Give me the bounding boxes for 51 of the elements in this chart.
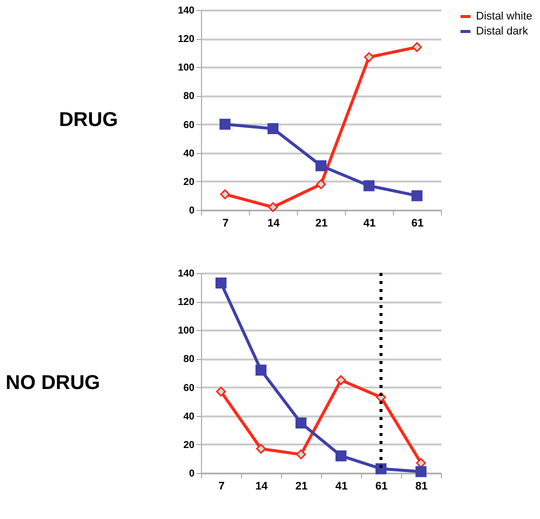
point [336, 375, 346, 386]
x-tick-label: 21 [315, 218, 328, 230]
x-tick-label: 14 [267, 218, 280, 230]
text: DRUG [58, 109, 118, 131]
point [256, 364, 266, 376]
point [216, 386, 226, 397]
point [296, 449, 306, 460]
x-tick-label: 14 [255, 480, 268, 492]
y-tick-label: 120 [178, 34, 195, 46]
y-tick-label: 100 [178, 326, 195, 337]
x-tick-label: 61 [375, 480, 388, 492]
y-tick-label: 60 [183, 120, 195, 131]
point [364, 180, 374, 192]
y-tick-label: 120 [178, 297, 195, 308]
point [364, 52, 374, 62]
y-tick-label: 80 [183, 354, 195, 366]
y-tick-label: 80 [183, 91, 195, 102]
x-tick-label: 7 [222, 218, 229, 230]
y-tick-label: 60 [183, 382, 195, 394]
y-tick-label: 140 [178, 268, 195, 280]
point [296, 418, 306, 428]
y-tick-label: 40 [183, 148, 195, 160]
y-tick-label: 20 [183, 176, 195, 188]
x-tick-label: 81 [415, 480, 428, 492]
y-tick-label: 100 [178, 62, 195, 74]
y-tick-label: 20 [183, 440, 195, 451]
x-tick-label: 61 [411, 218, 424, 230]
x-tick-label: 21 [295, 480, 308, 492]
text: NO DRUG [6, 372, 100, 394]
point [316, 179, 326, 190]
x-tick-label: 41 [363, 218, 376, 230]
y-tick-label: 0 [188, 468, 195, 480]
point [412, 42, 422, 52]
legend-label: Distal dark [476, 26, 528, 38]
point [256, 444, 266, 454]
point [412, 190, 422, 202]
point [416, 466, 426, 478]
y-tick-label: 0 [188, 206, 195, 216]
point [268, 123, 278, 134]
point [220, 118, 230, 130]
point [216, 278, 226, 288]
y-tick-label: 40 [183, 411, 195, 422]
y-tick-label: 140 [178, 6, 195, 16]
x-tick-label: 41 [335, 480, 348, 492]
x-tick-label: 7 [218, 480, 225, 492]
point [316, 160, 326, 172]
point [336, 450, 346, 462]
legend-label: Distal white [476, 10, 532, 22]
point [220, 189, 230, 200]
point [416, 458, 426, 468]
point [268, 202, 278, 212]
